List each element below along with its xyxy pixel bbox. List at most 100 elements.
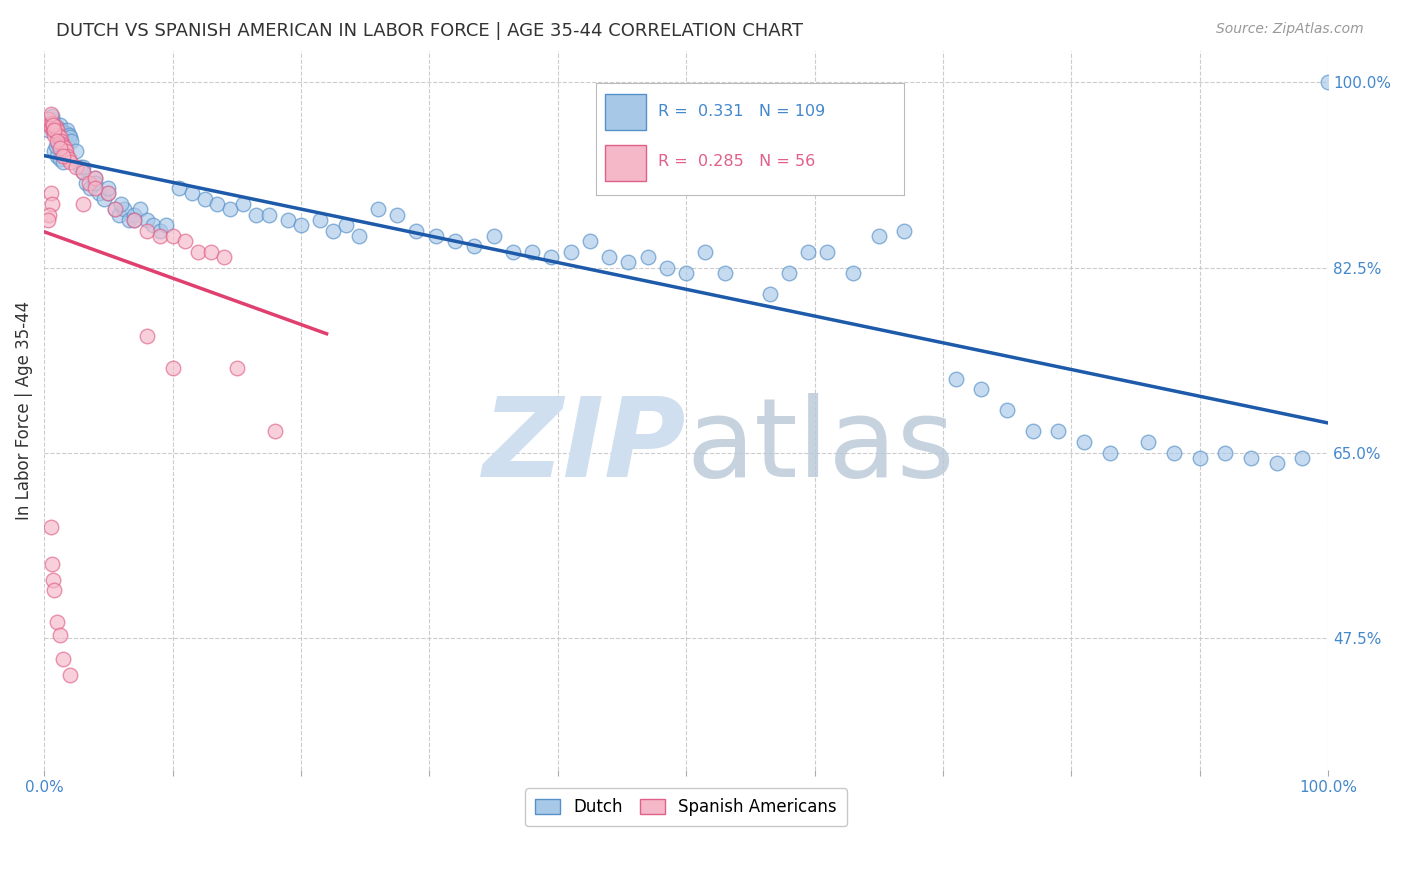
Point (1291, 450, 1313, 465)
Point (219, 202, 242, 217)
Point (51, 126, 73, 140)
Point (84, 181, 107, 195)
Point (110, 197, 132, 211)
Point (675, 266, 697, 280)
Point (335, 218, 357, 232)
Point (59, 154, 82, 169)
Point (37, 213, 59, 227)
Point (45, 120, 67, 134)
Point (598, 250, 620, 264)
Point (51, 136, 73, 151)
Point (41, 109, 63, 123)
Point (52, 652, 75, 666)
Point (55, 126, 77, 140)
Point (72, 165, 94, 179)
Point (44, 128, 66, 143)
Point (387, 208, 409, 222)
Point (118, 213, 141, 227)
Point (135, 213, 157, 227)
Point (129, 202, 152, 217)
Point (149, 228, 172, 243)
Point (38, 118, 60, 132)
Point (444, 234, 467, 248)
Point (1163, 445, 1185, 459)
Point (46, 123, 69, 137)
Point (463, 239, 485, 253)
Point (97, 181, 120, 195)
Point (797, 244, 820, 259)
Point (84, 170, 107, 185)
Point (540, 250, 562, 264)
Point (44, 583, 66, 598)
Point (142, 218, 165, 232)
Point (1188, 450, 1211, 465)
Point (1047, 425, 1070, 439)
Text: Source: ZipAtlas.com: Source: ZipAtlas.com (1216, 22, 1364, 37)
Point (84, 176, 107, 190)
Point (38, 208, 60, 222)
Point (502, 244, 524, 259)
Point (46, 123, 69, 137)
Point (69, 160, 91, 174)
Point (842, 266, 865, 280)
Point (39, 120, 62, 134)
Point (53, 130, 76, 145)
Point (815, 244, 838, 259)
Point (52, 149, 75, 163)
Point (868, 228, 890, 243)
Point (49, 134, 72, 148)
Text: atlas: atlas (686, 392, 955, 500)
Point (135, 223, 157, 237)
Point (39, 107, 62, 121)
Point (56, 123, 79, 137)
Point (1022, 425, 1045, 439)
Point (405, 223, 427, 237)
Point (39, 519, 62, 533)
Point (212, 250, 235, 264)
Point (970, 382, 993, 396)
Point (180, 186, 202, 201)
Point (59, 130, 82, 145)
Point (52, 139, 75, 153)
Point (41, 557, 63, 571)
Point (53, 141, 76, 155)
Point (1215, 445, 1237, 459)
Point (41, 197, 63, 211)
Point (44, 115, 66, 129)
Point (112, 202, 135, 217)
Point (232, 197, 254, 211)
Point (44, 144, 66, 158)
Point (42, 120, 65, 134)
Point (482, 228, 505, 243)
Point (46, 149, 69, 163)
Point (72, 160, 94, 174)
Point (97, 186, 120, 201)
Point (187, 244, 209, 259)
Point (995, 403, 1018, 417)
Point (194, 192, 217, 206)
Point (59, 667, 82, 681)
Point (76, 176, 98, 190)
Point (97, 186, 120, 201)
Point (257, 208, 280, 222)
Point (41, 112, 63, 127)
Point (1098, 445, 1121, 459)
Point (225, 361, 247, 376)
Point (893, 223, 915, 237)
Point (45, 123, 67, 137)
Point (347, 228, 370, 243)
Text: ZIP: ZIP (482, 392, 686, 500)
Point (1137, 435, 1160, 450)
Point (42, 118, 65, 132)
Point (149, 223, 172, 237)
Point (56, 149, 79, 163)
Point (122, 208, 145, 222)
Point (52, 128, 75, 143)
Point (42, 573, 65, 587)
Point (55, 144, 77, 158)
Point (174, 234, 197, 248)
Point (46, 128, 69, 143)
Point (58, 152, 80, 166)
Point (41, 115, 63, 129)
Y-axis label: In Labor Force | Age 35-44: In Labor Force | Age 35-44 (15, 301, 32, 520)
